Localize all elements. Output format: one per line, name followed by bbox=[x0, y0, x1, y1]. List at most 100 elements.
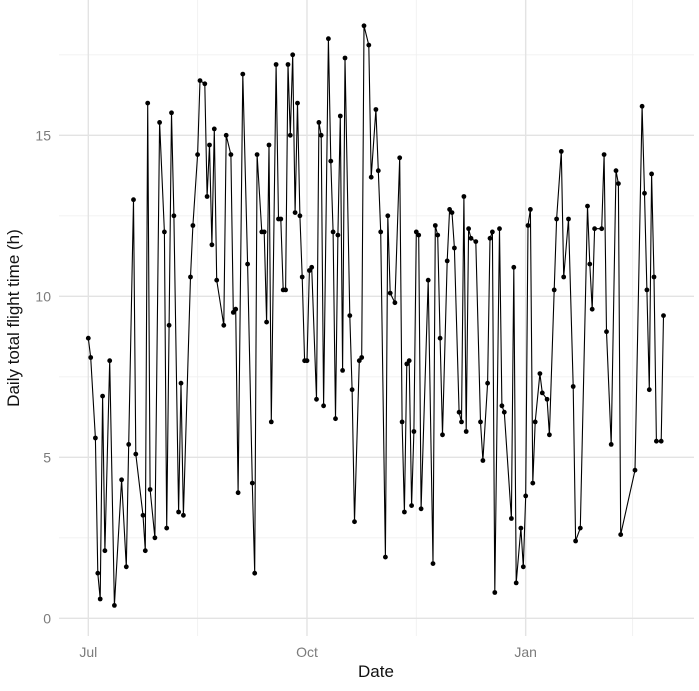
data-point bbox=[661, 313, 666, 318]
data-point bbox=[228, 152, 234, 158]
data-point bbox=[528, 207, 533, 212]
data-point bbox=[93, 435, 98, 441]
data-point bbox=[337, 113, 343, 119]
data-point bbox=[654, 438, 659, 444]
data-point bbox=[554, 216, 559, 222]
data-point bbox=[249, 480, 255, 486]
data-point bbox=[190, 223, 196, 228]
data-point bbox=[178, 380, 184, 386]
y-tick-label: 5 bbox=[43, 449, 51, 465]
data-point bbox=[235, 490, 241, 496]
y-tick-label: 0 bbox=[43, 610, 51, 626]
data-point bbox=[309, 264, 315, 270]
data-point bbox=[119, 477, 124, 483]
data-point bbox=[589, 306, 595, 312]
data-point bbox=[487, 235, 493, 241]
data-point bbox=[523, 493, 529, 499]
data-point bbox=[316, 120, 322, 125]
data-point bbox=[223, 132, 229, 138]
data-point bbox=[658, 438, 664, 444]
data-point bbox=[473, 239, 479, 245]
data-point bbox=[378, 229, 384, 235]
data-point bbox=[525, 223, 531, 228]
data-point bbox=[349, 387, 355, 393]
data-point bbox=[651, 274, 657, 280]
data-point bbox=[268, 419, 274, 425]
data-point bbox=[456, 409, 462, 415]
data-point bbox=[97, 596, 103, 602]
data-point bbox=[107, 358, 113, 364]
data-point bbox=[340, 368, 345, 373]
data-point bbox=[518, 525, 524, 531]
data-point bbox=[642, 190, 647, 196]
data-point bbox=[188, 274, 193, 280]
data-point bbox=[604, 329, 609, 335]
data-point bbox=[283, 287, 288, 293]
data-point bbox=[295, 100, 300, 106]
data-point bbox=[197, 78, 203, 83]
data-point bbox=[449, 210, 455, 216]
data-point bbox=[618, 532, 624, 537]
x-tick-label: Jan bbox=[514, 644, 537, 660]
data-point bbox=[444, 258, 450, 264]
data-point bbox=[616, 181, 621, 187]
data-point bbox=[632, 467, 638, 473]
data-point bbox=[418, 506, 424, 512]
data-point bbox=[292, 210, 298, 216]
data-point bbox=[326, 36, 331, 42]
data-point bbox=[221, 322, 227, 328]
data-point bbox=[133, 451, 139, 457]
data-point bbox=[644, 287, 650, 293]
data-point bbox=[273, 62, 279, 67]
data-point bbox=[649, 171, 654, 177]
data-point bbox=[411, 429, 417, 434]
series-polyline bbox=[87, 25, 665, 606]
data-point bbox=[547, 432, 552, 438]
data-point bbox=[126, 442, 132, 447]
data-point bbox=[539, 390, 545, 396]
data-point bbox=[314, 396, 319, 402]
data-point bbox=[169, 110, 174, 116]
data-point bbox=[409, 503, 414, 508]
data-point bbox=[266, 142, 272, 148]
data-point bbox=[368, 174, 374, 180]
data-point bbox=[406, 358, 412, 364]
y-axis-tick-labels: 0 5 10 15 bbox=[35, 127, 51, 626]
data-point bbox=[430, 561, 436, 566]
data-point bbox=[297, 213, 303, 219]
data-point bbox=[608, 442, 614, 447]
data-point bbox=[416, 232, 422, 238]
x-tick-label: Oct bbox=[296, 644, 318, 660]
x-axis-title: Date bbox=[358, 662, 394, 681]
data-point bbox=[209, 242, 215, 248]
data-point bbox=[509, 516, 514, 521]
data-point bbox=[145, 100, 151, 106]
data-point bbox=[142, 548, 148, 554]
data-point bbox=[318, 132, 324, 138]
data-point bbox=[240, 71, 246, 77]
data-point bbox=[321, 403, 326, 409]
data-point bbox=[361, 23, 367, 29]
data-point bbox=[373, 107, 379, 112]
data-point bbox=[601, 152, 607, 158]
data-point bbox=[347, 313, 353, 318]
data-point bbox=[166, 322, 172, 328]
data-point bbox=[468, 235, 474, 241]
x-axis-tick-labels: Jul Oct Jan bbox=[79, 644, 537, 660]
data-point bbox=[463, 429, 469, 434]
data-point bbox=[202, 81, 208, 87]
data-point bbox=[333, 416, 338, 422]
data-point bbox=[162, 229, 167, 235]
data-point bbox=[392, 300, 398, 306]
data-point bbox=[147, 487, 153, 492]
data-point bbox=[285, 62, 291, 67]
data-point bbox=[140, 512, 146, 518]
data-point bbox=[252, 570, 258, 576]
data-point bbox=[478, 419, 483, 425]
data-point bbox=[195, 152, 201, 158]
data-point bbox=[461, 194, 467, 199]
data-point bbox=[95, 570, 101, 576]
data-point bbox=[245, 261, 251, 267]
